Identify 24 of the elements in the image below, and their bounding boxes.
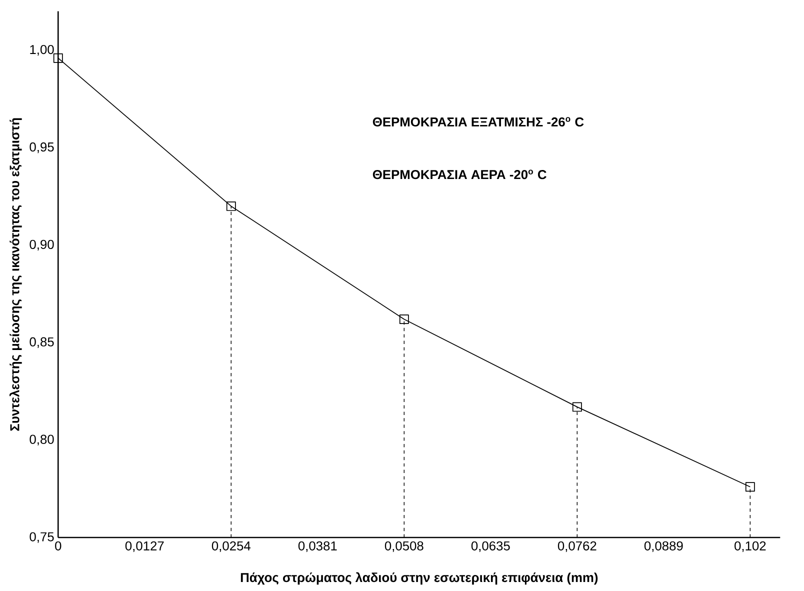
x-tick-label: 0,0508 [384,541,424,552]
y-tick-label: 0,95 [30,142,54,154]
x-tick-label: 0,102 [734,541,766,552]
x-tick-label: 0,0127 [125,541,164,552]
annotation: ΘΕΡΜΟΚΡΑΣΙΑ ΕΞΑΤΜΙΣΗΣ -26$^{o}$ C [372,117,584,126]
point [399,314,409,324]
y-tick-label: 0,80 [30,434,54,446]
point [226,201,236,211]
y-tick-label: 1,00 [30,44,54,56]
point [745,482,755,492]
x-axis-title: Πάχος στρώματος λαδιού στην εσωτερική επιφάνεια (mm) [240,572,598,585]
x-tick-label: 0,0762 [558,541,596,552]
x-tick-label: 0,0635 [471,541,510,552]
x-tick-label: 0 [55,541,62,550]
x-tick-label: 0,0381 [298,541,337,552]
y-tick-label: 0,90 [30,240,54,250]
x-tick-label: 0,0889 [644,541,683,552]
y-axis-title: Συντελεστής μείωσης της ικανότητας του εξατμιστή [9,118,22,431]
point [572,402,582,412]
point [53,53,63,63]
x-tick-label: 0,0254 [212,541,250,552]
annotation: ΘΕΡΜΟΚΡΑΣΙΑ ΑΕΡΑ -20$^{o}$ C [372,170,546,180]
y-tick-label: 0,85 [30,337,54,348]
y-tick-label: 0,75 [30,532,54,543]
